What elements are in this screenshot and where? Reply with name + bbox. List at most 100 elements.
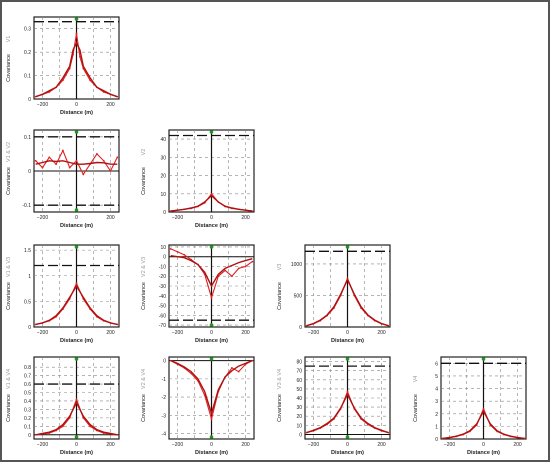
data-point [55, 163, 57, 166]
y-tick-label: 2 [435, 412, 438, 418]
data-point [102, 159, 105, 162]
x-axis-label: Distance (m) [331, 338, 364, 344]
y-tick-label: 10 [296, 423, 302, 429]
series-line [306, 392, 389, 434]
data-point [75, 282, 78, 285]
data-point [210, 418, 213, 420]
y-tick-label: -4 [162, 432, 167, 438]
y-tick-label: 0 [163, 359, 166, 365]
subplot-label: V2 & V3 [141, 257, 147, 277]
y-tick-label: -40 [159, 294, 166, 300]
y-tick-label: 0.6 [24, 382, 31, 388]
x-tick-label: 0 [482, 442, 485, 448]
data-point [48, 156, 51, 159]
series-line [442, 409, 525, 440]
x-tick-label: 0 [210, 442, 213, 448]
center-marker [209, 357, 214, 361]
x-tick-label: −200 [308, 330, 319, 336]
data-point [346, 390, 349, 393]
subplot-v2: 0 10 20 30 40 −200 0 200 Distance (m) Covariance V… [141, 129, 255, 229]
x-tick-label: 200 [106, 330, 115, 336]
y-axis-label: Covariance [141, 282, 147, 310]
subplot-label: V1 & V3 [6, 257, 12, 277]
y-tick-label: -3 [162, 413, 167, 419]
y-tick-label: 0.2 [24, 416, 31, 422]
y-tick-label: -50 [159, 304, 166, 310]
x-axis-label: Distance (m) [331, 450, 364, 456]
y-tick-label: 20 [296, 414, 302, 420]
data-point [62, 149, 64, 152]
center-marker [481, 357, 486, 361]
y-tick-label: 0.3 [24, 407, 31, 413]
y-tick-label: -20 [159, 274, 166, 280]
data-point [251, 260, 254, 263]
x-tick-label: 200 [241, 330, 250, 336]
x-tick-label: 0 [210, 330, 213, 336]
data-point [224, 269, 227, 272]
y-tick-label: 0.2 [24, 50, 31, 56]
y-tick-label: -0.1 [22, 203, 31, 209]
center-marker [74, 245, 79, 249]
y-tick-label: 0 [28, 433, 31, 439]
x-axis-label: Distance (m) [195, 450, 228, 456]
x-tick-label: 200 [513, 442, 522, 448]
y-tick-label: 70 [296, 369, 302, 375]
data-point [75, 398, 78, 401]
y-axis-label: Covariance [277, 282, 283, 310]
x-tick-label: 200 [241, 442, 250, 448]
y-axis-label: Covariance [6, 54, 12, 82]
y-tick-label: 0 [435, 437, 438, 443]
y-tick-label: 10 [160, 245, 166, 251]
y-tick-label: 60 [296, 378, 302, 384]
x-tick-label: 0 [75, 330, 78, 336]
data-point [176, 250, 179, 253]
x-tick-label: 0 [75, 442, 78, 448]
y-tick-label: 0.1 [24, 135, 31, 141]
subplot-label: V2 & V4 [141, 369, 147, 389]
subplot-v3: 0 500 1000 −200 0 200 Distance (m) Covariance V3 [277, 244, 391, 344]
y-axis-label: Covariance [141, 394, 147, 422]
x-tick-label: 0 [346, 330, 349, 336]
x-tick-label: 0 [210, 215, 213, 221]
center-marker [345, 357, 350, 361]
x-tick-label: −200 [172, 215, 183, 221]
series-line [170, 255, 253, 288]
x-tick-label: −200 [37, 215, 48, 221]
series-line [35, 41, 118, 98]
x-tick-label: −200 [37, 442, 48, 448]
subplot-label: V2 [141, 149, 147, 156]
subplot-label: V1 [6, 36, 12, 43]
y-tick-label: 0.1 [24, 424, 31, 430]
y-tick-label: -60 [159, 313, 166, 319]
center-marker [74, 17, 79, 21]
subplot-label: V3 [277, 264, 283, 271]
subplot-label: V1 & V4 [6, 369, 12, 389]
data-point [79, 55, 81, 58]
data-point [89, 79, 91, 82]
subplot-label: V4 [413, 376, 419, 383]
y-tick-label: 0 [299, 432, 302, 438]
series-line [35, 401, 118, 436]
y-axis-label: Covariance [277, 394, 283, 422]
data-point [75, 159, 78, 162]
y-tick-label: -1 [162, 377, 167, 383]
x-tick-label: 0 [75, 102, 78, 108]
x-tick-label: 200 [377, 442, 386, 448]
data-point [482, 407, 485, 410]
data-point [244, 265, 247, 268]
y-tick-label: 40 [296, 396, 302, 402]
y-tick-label: 1.5 [24, 248, 31, 254]
x-tick-label: −200 [37, 102, 48, 108]
y-tick-label: 0 [163, 210, 166, 216]
data-point [231, 275, 233, 278]
x-tick-label: 0 [346, 442, 349, 448]
y-axis-label: Covariance [141, 167, 147, 195]
y-tick-label: 1 [435, 424, 438, 430]
y-tick-label: 1 [28, 274, 31, 280]
y-tick-label: -10 [159, 264, 166, 270]
data-point [82, 173, 85, 176]
y-tick-label: 0 [163, 255, 166, 261]
x-axis-label: Distance (m) [195, 338, 228, 344]
